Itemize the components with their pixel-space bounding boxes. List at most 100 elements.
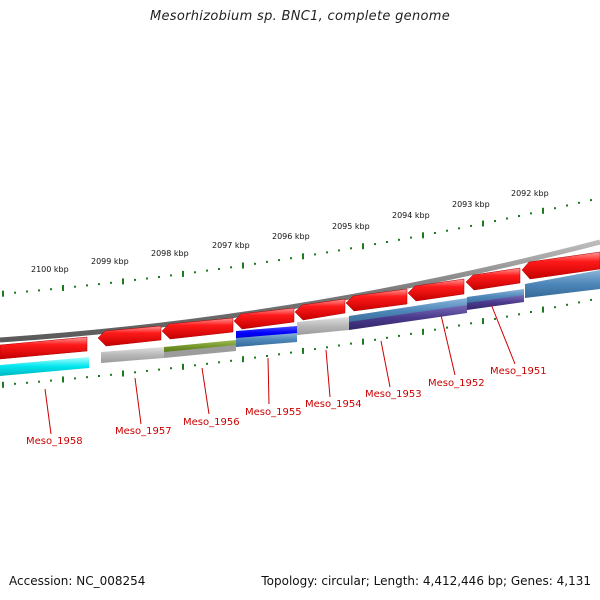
- ruler-minor-tick: [350, 247, 352, 250]
- inner-minor-tick: [566, 303, 568, 306]
- ruler-minor-tick: [494, 220, 496, 222]
- inner-minor-tick: [578, 301, 580, 304]
- steelblue-block: [349, 298, 467, 324]
- gene-arrow: [294, 298, 346, 321]
- inner-minor-tick: [278, 353, 280, 356]
- ruler-label: 2095 kbp: [332, 222, 370, 231]
- ruler-minor-tick: [566, 204, 568, 207]
- ruler-minor-tick: [374, 243, 376, 246]
- ruler-major-tick: [122, 278, 124, 285]
- ruler-minor-tick: [206, 269, 208, 272]
- inner-major-tick: [2, 381, 4, 388]
- ruler-major-tick: [482, 220, 484, 227]
- inner-minor-tick: [110, 373, 112, 376]
- ruler-major-tick: [302, 253, 304, 260]
- genome-backbone: [0, 239, 600, 343]
- steelblue-sub-block: [236, 333, 297, 347]
- gene-label: Meso_1958: [26, 436, 83, 447]
- inner-minor-tick: [446, 326, 448, 329]
- leader-line: [134, 377, 142, 425]
- ruler-major-tick: [62, 285, 64, 291]
- purple-block: [349, 305, 467, 330]
- accession-text: Accession: NC_008254: [9, 574, 146, 588]
- inner-minor-tick: [386, 336, 388, 339]
- gene-arrow: [97, 325, 162, 347]
- inner-minor-tick: [158, 368, 160, 371]
- ruler-minor-tick: [134, 278, 136, 281]
- inner-minor-tick: [458, 324, 460, 327]
- gene-label: Meso_1952: [428, 378, 485, 389]
- ruler-label: 2093 kbp: [452, 200, 490, 209]
- inner-major-tick: [542, 306, 544, 313]
- ruler-label: 2100 kbp: [31, 265, 69, 274]
- gene-arrow: [345, 288, 408, 312]
- gene-arrow: [407, 278, 465, 302]
- ruler-minor-tick: [458, 227, 460, 230]
- ruler-minor-tick: [314, 253, 316, 256]
- inner-minor-tick: [290, 351, 292, 354]
- inner-minor-tick: [326, 346, 328, 349]
- inner-minor-tick: [218, 361, 220, 364]
- inner-minor-tick: [350, 342, 352, 345]
- inner-minor-tick: [86, 376, 88, 379]
- ruler-minor-tick: [590, 199, 592, 202]
- ruler-minor-tick: [158, 276, 160, 278]
- inner-minor-tick: [170, 367, 172, 370]
- ruler-label: 2094 kbp: [392, 211, 430, 220]
- ruler-minor-tick: [110, 281, 112, 284]
- inner-minor-tick: [266, 355, 268, 357]
- ruler-major-tick: [242, 262, 244, 269]
- gene-label: Meso_1954: [305, 399, 362, 410]
- ruler-minor-tick: [386, 241, 388, 243]
- inner-major-tick: [182, 363, 184, 370]
- ruler-label: 2092 kbp: [511, 189, 549, 198]
- purple-block: [467, 295, 524, 310]
- ruler-label: 2097 kbp: [212, 241, 250, 250]
- gene-arrow: [161, 317, 234, 340]
- ruler-minor-tick: [278, 259, 280, 262]
- ruler-minor-tick: [74, 285, 76, 288]
- inner-minor-tick: [194, 364, 196, 367]
- leader-line: [201, 367, 210, 415]
- ruler-major-tick: [2, 290, 4, 297]
- ruler-minor-tick: [98, 283, 100, 286]
- inner-major-tick: [482, 318, 484, 325]
- inner-minor-tick: [374, 338, 376, 341]
- ruler-major-tick: [542, 207, 544, 214]
- inner-minor-tick: [410, 332, 412, 335]
- category-blocks: [0, 270, 600, 376]
- gray-sub-block: [164, 345, 236, 358]
- inner-minor-tick: [14, 382, 16, 385]
- kbp-ruler: 2092 kbp 2093 kbp 2094 kbp 2095 kbp 2096…: [2, 189, 592, 297]
- steelblue-block: [525, 270, 600, 298]
- inner-ruler-ticks: [2, 298, 592, 388]
- leader-line: [325, 349, 331, 398]
- leader-line: [440, 314, 456, 376]
- inner-minor-tick: [254, 356, 256, 359]
- gene-arrow: [233, 307, 295, 330]
- inner-minor-tick: [230, 359, 232, 362]
- inner-major-tick: [362, 338, 364, 345]
- ruler-minor-tick: [38, 289, 40, 292]
- ruler-minor-tick: [530, 212, 532, 215]
- inner-minor-tick: [38, 380, 40, 383]
- inner-minor-tick: [26, 381, 28, 384]
- ruler-minor-tick: [398, 238, 400, 241]
- ruler-major-tick: [362, 243, 364, 250]
- ruler-minor-tick: [170, 274, 172, 277]
- ruler-minor-tick: [146, 277, 148, 280]
- inner-minor-tick: [314, 348, 316, 351]
- inner-major-tick: [62, 376, 64, 383]
- inner-major-tick: [422, 328, 424, 335]
- inner-minor-tick: [338, 344, 340, 347]
- ruler-minor-tick: [326, 251, 328, 254]
- leader-line: [267, 357, 270, 405]
- leader-line: [44, 388, 52, 435]
- ruler-minor-tick: [266, 260, 268, 263]
- ruler-minor-tick: [506, 217, 508, 220]
- ruler-minor-tick: [14, 291, 16, 294]
- gene-arrow: [465, 267, 521, 291]
- gene-label: Meso_1956: [183, 417, 240, 428]
- ruler-minor-tick: [518, 215, 520, 217]
- inner-major-tick: [122, 370, 124, 377]
